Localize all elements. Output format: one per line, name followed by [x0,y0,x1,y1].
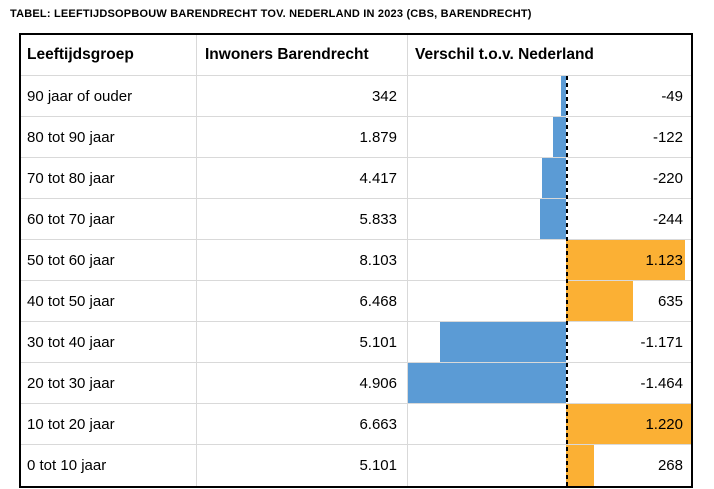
data-bar [440,322,566,362]
age-group-cell: 90 jaar of ouder [21,76,197,116]
verschil-cell: -220 [408,158,691,198]
table-header-row: Leeftijdsgroep Inwoners Barendrecht Vers… [21,35,691,76]
verschil-cell: -1.464 [408,363,691,403]
verschil-value: -1.171 [640,333,683,351]
table-row: 20 tot 30 jaar 4.906 -1.464 [21,363,691,404]
data-bar [566,240,685,280]
verschil-value: 1.220 [645,415,683,433]
table-row: 50 tot 60 jaar 8.103 1.123 [21,240,691,281]
table-row: 80 tot 90 jaar 1.879 -122 [21,117,691,158]
header-verschil-nederland: Verschil t.o.v. Nederland [415,46,594,63]
age-group-cell: 40 tot 50 jaar [21,281,197,321]
data-bar [540,199,566,239]
inwoners-cell: 4.417 [197,158,408,198]
verschil-value: -244 [652,210,683,228]
data-bar [542,158,566,198]
verschil-cell: 635 [408,281,691,321]
zero-axis-line [566,76,568,486]
age-distribution-table: Leeftijdsgroep Inwoners Barendrecht Vers… [19,33,693,488]
age-group-cell: 70 tot 80 jaar [21,158,197,198]
data-bar [408,363,566,403]
data-bar [566,404,691,444]
table-row: 90 jaar of ouder 342 -49 [21,76,691,117]
age-group-cell: 20 tot 30 jaar [21,363,197,403]
age-group-cell: 60 tot 70 jaar [21,199,197,239]
header-inwoners-barendrecht: Inwoners Barendrecht [197,35,408,75]
age-group-cell: 10 tot 20 jaar [21,404,197,444]
inwoners-cell: 342 [197,76,408,116]
verschil-value: -1.464 [640,374,683,392]
verschil-value: 268 [657,457,683,474]
data-bar [566,281,633,321]
table-row: 30 tot 40 jaar 5.101 -1.171 [21,322,691,363]
age-group-cell: 50 tot 60 jaar [21,240,197,280]
verschil-value: -49 [661,87,683,105]
inwoners-cell: 5.101 [197,445,408,486]
inwoners-cell: 4.906 [197,363,408,403]
data-bar [553,117,566,157]
header-leeftijdsgroep: Leeftijdsgroep [21,35,197,75]
table-caption: TABEL: LEEFTIJDSOPBOUW BARENDRECHT TOV. … [10,8,532,20]
verschil-cell: -122 [408,117,691,157]
verschil-value: 1.123 [645,251,683,269]
verschil-cell: 1.123 [408,240,691,280]
inwoners-cell: 6.663 [197,404,408,444]
table-row: 0 tot 10 jaar 5.101 268 [21,445,691,486]
age-group-cell: 30 tot 40 jaar [21,322,197,362]
inwoners-cell: 5.101 [197,322,408,362]
table-row: 60 tot 70 jaar 5.833 -244 [21,199,691,240]
verschil-cell: 268 [408,445,691,486]
verschil-value: -122 [652,128,683,146]
verschil-cell: -244 [408,199,691,239]
data-bar [561,76,566,116]
inwoners-cell: 5.833 [197,199,408,239]
table-row: 70 tot 80 jaar 4.417 -220 [21,158,691,199]
table-row: 40 tot 50 jaar 6.468 635 [21,281,691,322]
inwoners-cell: 8.103 [197,240,408,280]
age-group-cell: 80 tot 90 jaar [21,117,197,157]
data-bar [566,445,594,486]
inwoners-cell: 1.879 [197,117,408,157]
verschil-cell: 1.220 [408,404,691,444]
table-body: 90 jaar of ouder 342 -49 80 tot 90 jaar … [21,76,691,486]
verschil-cell: -1.171 [408,322,691,362]
verschil-value: -220 [652,169,683,187]
verschil-cell: -49 [408,76,691,116]
inwoners-cell: 6.468 [197,281,408,321]
age-group-cell: 0 tot 10 jaar [21,445,197,486]
verschil-value: 635 [657,292,683,310]
table-row: 10 tot 20 jaar 6.663 1.220 [21,404,691,445]
